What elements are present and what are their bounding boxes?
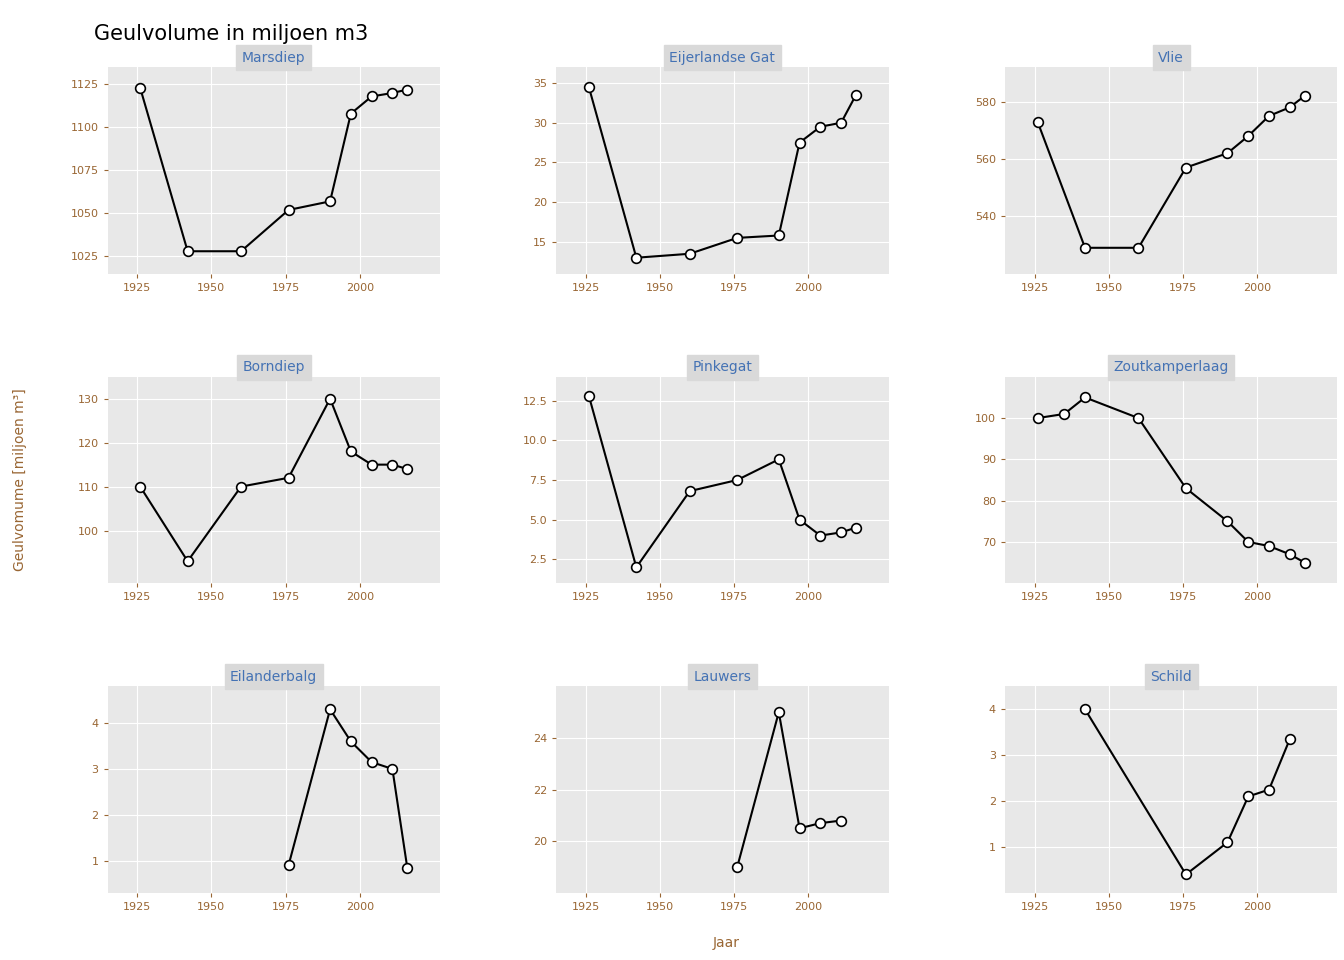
Title: Pinkegat: Pinkegat <box>692 360 753 374</box>
Title: Vlie: Vlie <box>1159 51 1184 64</box>
Text: Geulvolume in miljoen m3: Geulvolume in miljoen m3 <box>94 24 368 44</box>
Title: Schild: Schild <box>1150 670 1192 684</box>
Title: Eilanderbalg: Eilanderbalg <box>230 670 317 684</box>
Text: Geulvomume [miljoen m³]: Geulvomume [miljoen m³] <box>13 389 27 571</box>
Title: Marsdiep: Marsdiep <box>242 51 305 64</box>
Title: Borndiep: Borndiep <box>242 360 305 374</box>
Title: Eijerlandse Gat: Eijerlandse Gat <box>669 51 775 64</box>
Title: Zoutkamperlaag: Zoutkamperlaag <box>1113 360 1228 374</box>
Text: Jaar: Jaar <box>712 936 739 950</box>
Title: Lauwers: Lauwers <box>694 670 751 684</box>
